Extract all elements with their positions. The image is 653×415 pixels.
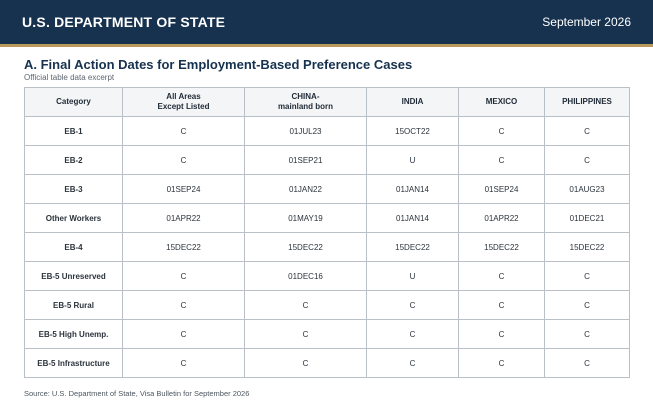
bulletin-date: September 2026 — [542, 15, 631, 29]
date-cell: C — [544, 290, 630, 320]
date-cell: C — [122, 261, 245, 291]
table-row: EB-5 Unreserved C 01DEC16 U C C — [24, 261, 630, 291]
column-header-philippines: PHILIPPINES — [544, 87, 630, 117]
main-content: A. Final Action Dates for Employment-Bas… — [0, 44, 653, 398]
table-row: EB-4 15DEC22 15DEC22 15DEC22 15DEC22 15D… — [24, 232, 630, 262]
category-cell: EB-5 High Unemp. — [24, 319, 123, 349]
date-cell: 15DEC22 — [244, 232, 367, 262]
date-cell: C — [244, 348, 367, 378]
date-cell: C — [544, 319, 630, 349]
date-cell: C — [458, 348, 545, 378]
date-cell: C — [544, 348, 630, 378]
date-cell: 01APR22 — [122, 203, 245, 233]
date-cell: 01JAN14 — [366, 174, 459, 204]
date-cell: 15DEC22 — [458, 232, 545, 262]
category-cell: EB-5 Infrastructure — [24, 348, 123, 378]
date-cell: 01APR22 — [458, 203, 545, 233]
date-cell: U — [366, 261, 459, 291]
date-cell: C — [244, 319, 367, 349]
table-row: EB-5 High Unemp. C C C C C — [24, 319, 630, 349]
date-cell: C — [122, 290, 245, 320]
date-cell: C — [458, 290, 545, 320]
column-header-india: INDIA — [366, 87, 459, 117]
section-title: A. Final Action Dates for Employment-Bas… — [24, 57, 413, 72]
date-cell: C — [544, 145, 630, 175]
date-cell: 15DEC22 — [366, 232, 459, 262]
date-cell: C — [244, 290, 367, 320]
date-cell: 15DEC22 — [122, 232, 245, 262]
date-cell: 01JAN14 — [366, 203, 459, 233]
table-row: EB-5 Rural C C C C C — [24, 290, 630, 320]
category-cell: Other Workers — [24, 203, 123, 233]
date-cell: 01DEC16 — [244, 261, 367, 291]
table-header-row: Category All Areas Except Listed CHINA-ma… — [24, 87, 630, 117]
date-cell: C — [122, 348, 245, 378]
column-header-mexico: MEXICO — [458, 87, 545, 117]
table-row: EB-5 Infrastructure C C C C C — [24, 348, 630, 378]
date-cell: C — [122, 145, 245, 175]
date-cell: C — [122, 116, 245, 146]
date-cell: 15DEC22 — [544, 232, 630, 262]
table-row: EB-2 C 01SEP21 U C C — [24, 145, 630, 175]
date-cell: C — [458, 319, 545, 349]
category-cell: EB-1 — [24, 116, 123, 146]
column-header-china: CHINA-mainland born — [244, 87, 367, 117]
date-cell: C — [544, 261, 630, 291]
date-cell: 15OCT22 — [366, 116, 459, 146]
date-cell: C — [122, 319, 245, 349]
date-cell: C — [366, 319, 459, 349]
source-note: Source: U.S. Department of State, Visa B… — [24, 389, 250, 398]
page-header: U.S. DEPARTMENT OF STATE September 2026 — [0, 0, 653, 47]
date-cell: C — [458, 145, 545, 175]
date-cell: 01DEC21 — [544, 203, 630, 233]
date-cell: 01SEP24 — [458, 174, 545, 204]
date-cell: 01SEP24 — [122, 174, 245, 204]
column-header-all-areas: All Areas Except Listed — [122, 87, 245, 117]
category-cell: EB-5 Rural — [24, 290, 123, 320]
date-cell: 01SEP21 — [244, 145, 367, 175]
final-action-dates-table: Category All Areas Except Listed CHINA-ma… — [24, 87, 630, 378]
date-cell: U — [366, 145, 459, 175]
date-cell: C — [544, 116, 630, 146]
date-cell: C — [458, 261, 545, 291]
table-row: EB-3 01SEP24 01JAN22 01JAN14 01SEP24 01A… — [24, 174, 630, 204]
category-cell: EB-5 Unreserved — [24, 261, 123, 291]
table-row: Other Workers 01APR22 01MAY19 01JAN14 01… — [24, 203, 630, 233]
section-subtitle: Official table data excerpt — [24, 73, 115, 82]
table-row: EB-1 C 01JUL23 15OCT22 C C — [24, 116, 630, 146]
category-cell: EB-4 — [24, 232, 123, 262]
date-cell: C — [366, 290, 459, 320]
date-cell: C — [458, 116, 545, 146]
date-cell: 01AUG23 — [544, 174, 630, 204]
organization-name: U.S. DEPARTMENT OF STATE — [22, 14, 226, 30]
date-cell: C — [366, 348, 459, 378]
category-cell: EB-3 — [24, 174, 123, 204]
date-cell: 01JUL23 — [244, 116, 367, 146]
category-cell: EB-2 — [24, 145, 123, 175]
date-cell: 01MAY19 — [244, 203, 367, 233]
date-cell: 01JAN22 — [244, 174, 367, 204]
column-header-category: Category — [24, 87, 123, 117]
